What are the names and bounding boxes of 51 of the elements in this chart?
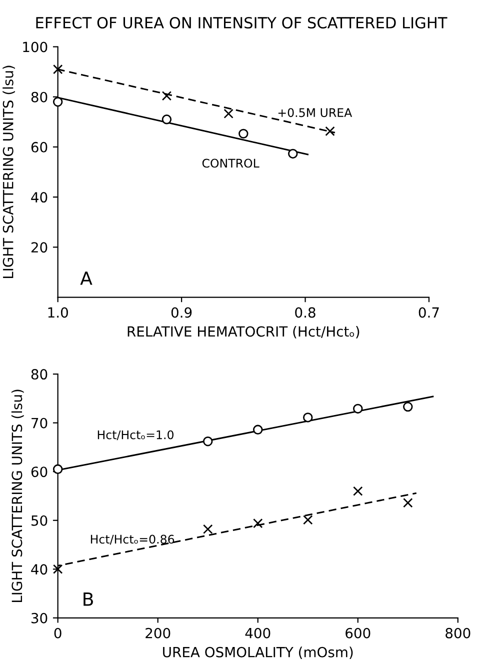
point [325,126,335,136]
point [203,436,213,446]
point [353,486,363,496]
x-tick-label: 400 [245,628,270,638]
point [52,564,63,574]
x-tick-label: 0.9 [171,307,192,318]
x-tick-label: 0.8 [295,307,316,318]
point [303,412,313,422]
y-axis-title: LIGHT SCATTERING UNITS (lsu) [11,390,24,602]
y-tick-label: 40 [31,192,48,203]
text: Hct/Hctₒ=0.86 [90,534,174,545]
y-tick-label: 20 [31,242,48,253]
annotation: B [84,592,93,606]
point [353,404,363,414]
y-tick-label: 80 [31,92,48,102]
point [403,498,413,508]
point [253,424,263,435]
y-tick-label: 70 [32,418,48,428]
point [238,128,248,139]
x-tick-label: 200 [146,628,170,638]
point [253,518,263,528]
point [288,148,298,159]
point [52,97,63,107]
x-tick-label: 800 [446,628,470,638]
x-axis-title: RELATIVE HEMATOCRIT (Hct/Hctₒ) [128,326,360,338]
x-axis-title: UREA OSMOLALITY (mOsm) [163,646,353,660]
y-axis-title: LIGHT SCATTERING UNITS (lsu) [2,66,15,278]
point [52,464,63,474]
point [303,515,313,525]
point [224,108,234,119]
y-tick-label: 40 [31,564,48,575]
series-label: +0.5M UREA [278,108,352,118]
y-tick-label: 50 [32,515,48,526]
x-tick-label: 1.0 [48,307,68,318]
point [162,114,172,124]
point [203,524,213,534]
y-tick-label: 60 [31,142,48,152]
text: CONTROL [202,158,260,168]
x-tick-label: 0.7 [418,307,439,318]
x-tick-label: 600 [346,628,370,638]
point [162,90,172,101]
annotation: A [80,272,92,285]
point [52,64,63,74]
y-tick-label: 60 [31,466,48,478]
x-tick-label: 0 [54,628,62,638]
y-tick-label: 30 [32,612,48,624]
y-tick-label: 100 [23,42,48,52]
text: Hct/Hctₒ=1.0 [98,430,174,440]
point [403,402,413,412]
chart-title: EFFECT OF UREA ON INTENSITY OF SCATTERED LIGHT [36,16,448,29]
y-tick-label: 80 [31,369,48,380]
